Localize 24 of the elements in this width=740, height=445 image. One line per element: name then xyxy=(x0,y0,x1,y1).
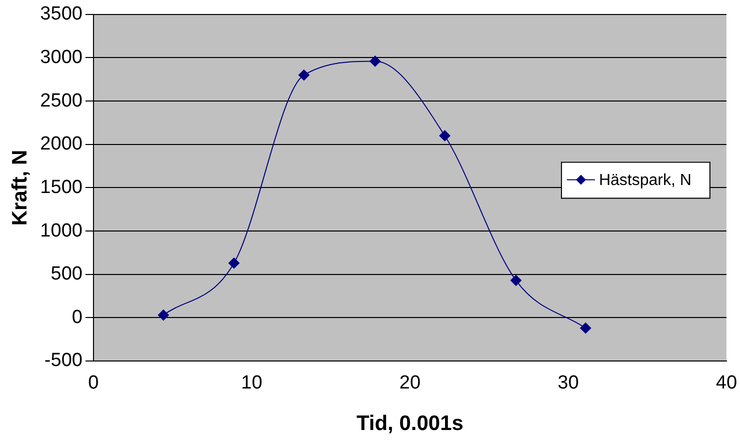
y-tick-label: -500 xyxy=(44,350,82,372)
x-tick-label: 10 xyxy=(241,372,262,394)
point xyxy=(439,130,450,142)
point xyxy=(510,274,522,286)
y-tick-label: 3000 xyxy=(40,46,82,68)
legend-label: Hästspark, N xyxy=(598,172,692,190)
point xyxy=(370,56,381,67)
x-tick-label: 20 xyxy=(399,372,421,394)
y-tick-label: 500 xyxy=(50,264,82,285)
y-tick-label: 1000 xyxy=(40,220,82,242)
x-tick-label: 0 xyxy=(88,372,99,394)
x-axis-title: Tid, 0.001s xyxy=(356,412,464,436)
point xyxy=(298,70,310,81)
y-tick-label: 1500 xyxy=(40,176,82,198)
x-tick-label: 30 xyxy=(558,372,579,394)
y-tick-label: 3500 xyxy=(40,4,82,25)
y-axis-title: Kraft, N xyxy=(8,150,32,226)
y-tick-label: 2500 xyxy=(40,90,82,112)
point xyxy=(228,258,240,269)
y-tick-label: 2000 xyxy=(40,134,82,155)
point xyxy=(580,322,592,334)
y-tick-label: 0 xyxy=(72,306,82,328)
point xyxy=(158,310,169,321)
x-tick-label: 40 xyxy=(716,372,738,394)
